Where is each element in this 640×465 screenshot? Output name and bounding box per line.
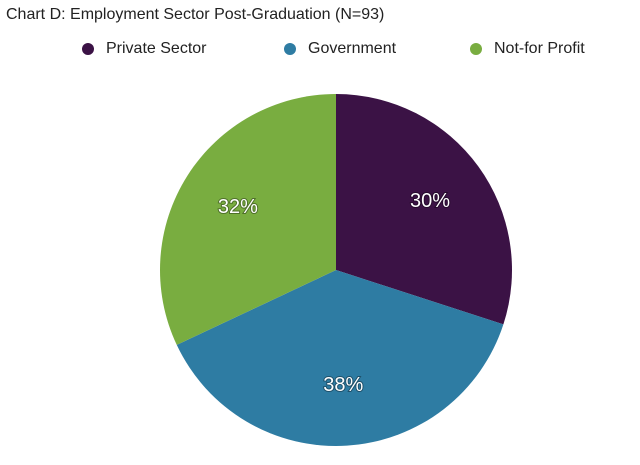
chart-title: Chart D: Employment Sector Post-Graduati… <box>6 6 384 23</box>
legend-label: Government <box>308 40 397 57</box>
pie-slice <box>176 270 504 447</box>
legend-label: Private Sector <box>106 40 207 57</box>
pie-slice <box>159 94 336 345</box>
value-label: 32% <box>218 196 258 218</box>
value-label: 30% <box>410 190 450 212</box>
pie-slice <box>336 94 513 325</box>
legend-swatch <box>82 43 94 55</box>
value-label: 38% <box>323 374 363 396</box>
legend-label: Not-for Profit <box>494 40 585 57</box>
legend-swatch <box>284 43 296 55</box>
legend-swatch <box>470 43 482 55</box>
